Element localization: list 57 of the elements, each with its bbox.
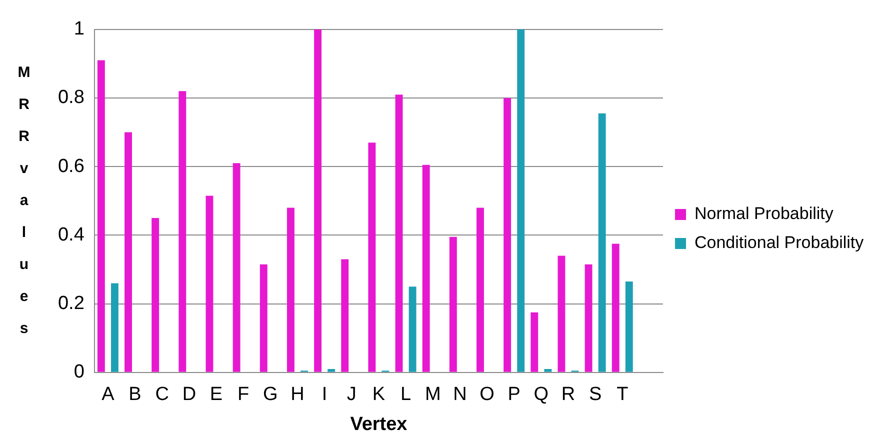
x-tick-label: F [238, 384, 250, 406]
x-tick-label: L [400, 384, 412, 406]
y-tick-label: 0.2 [58, 293, 84, 314]
bar [260, 264, 268, 372]
y-tick-label: 1 [74, 18, 84, 40]
bar [625, 282, 633, 372]
bar [110, 283, 118, 372]
x-tick-label: A [102, 384, 115, 406]
bar [544, 368, 552, 372]
x-tick-label: G [263, 384, 278, 406]
bar [517, 29, 525, 372]
bar [232, 163, 240, 372]
bar [124, 132, 132, 372]
bar [598, 113, 606, 372]
x-tick-label: R [561, 384, 576, 406]
bar [206, 196, 214, 372]
x-tick-label: Q [534, 384, 549, 406]
x-tick-label: B [128, 384, 142, 406]
bar [612, 244, 620, 372]
y-tick-label: 0.4 [58, 224, 85, 246]
x-tick-label: T [616, 384, 629, 406]
bar [449, 236, 457, 372]
bar [328, 368, 336, 372]
bar [178, 91, 186, 372]
text: MRR values [18, 64, 30, 338]
bar [97, 60, 105, 372]
bar [476, 208, 484, 372]
x-tick-label: E [210, 384, 223, 406]
bar [558, 256, 566, 372]
bar [422, 164, 430, 372]
bar [530, 312, 538, 372]
bar [286, 208, 294, 372]
legend-label: Normal Probability [694, 204, 834, 224]
x-tick-label: M [424, 384, 441, 406]
bar [314, 29, 322, 372]
bar [408, 286, 416, 372]
y-tick-label: 0 [74, 362, 84, 383]
x-tick-label: I [322, 384, 328, 406]
x-tick-label: D [182, 384, 196, 406]
legend-label: Conditional Probability [694, 233, 864, 252]
x-tick-label: P [508, 384, 520, 406]
bar [504, 98, 512, 372]
x-tick-label: S [588, 384, 602, 406]
x-tick-label: J [346, 384, 356, 406]
x-tick-label: H [290, 384, 304, 406]
x-tick-label: K [372, 384, 386, 406]
x-tick-label: O [480, 384, 494, 406]
bar [584, 264, 592, 372]
x-tick-label: C [155, 384, 169, 406]
x-tick-label: N [453, 384, 467, 406]
y-tick-label: 0.8 [58, 87, 84, 108]
bar [341, 259, 349, 372]
y-tick-label: 0.6 [58, 156, 84, 177]
x-axis-title: Vertex [350, 414, 408, 435]
bar [368, 142, 376, 372]
bar [152, 218, 160, 372]
bar [395, 94, 403, 372]
